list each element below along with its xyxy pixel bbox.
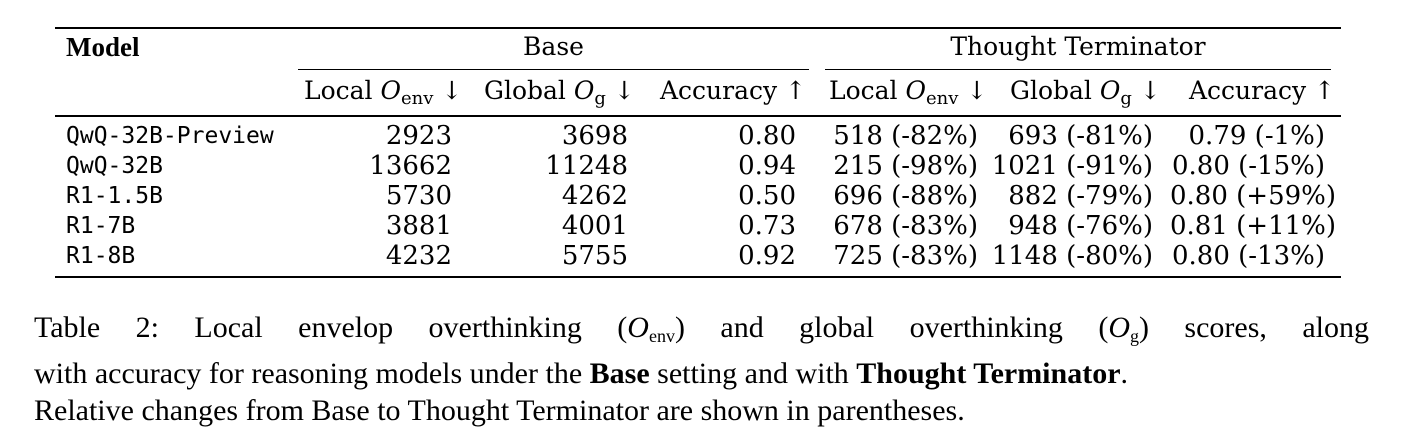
tt-accuracy-cell: 0.79 (-1%) xyxy=(1188,121,1325,151)
tt-accuracy-cell: 0.81 (+11%) xyxy=(1170,211,1337,241)
tt-global-cell: 693 (-81%) xyxy=(1008,121,1153,151)
base-accuracy-cell: 0.94 xyxy=(738,151,796,181)
base-accuracy-cell: 0.50 xyxy=(738,181,796,211)
tt-accuracy-cell: 0.80 (-13%) xyxy=(1171,241,1325,271)
base-local-cell: 5730 xyxy=(385,181,452,211)
base-accuracy-header: Accuracy ↑ xyxy=(660,76,807,105)
tt-global-cell: 1148 (-80%) xyxy=(991,241,1153,271)
base-global-cell: 4262 xyxy=(561,181,628,211)
tt-global-header: Global Og ↓ xyxy=(1010,76,1161,109)
base-local-header: Local Oenv ↓ xyxy=(304,76,463,109)
caption-line-1: Table 2: Local envelop overthinking (Oen… xyxy=(34,311,1369,346)
tt-group-header: Thought Terminator xyxy=(950,32,1206,61)
base-local-cell: 3881 xyxy=(385,211,452,241)
base-global-cell: 5755 xyxy=(561,241,628,271)
tt-local-header: Local Oenv ↓ xyxy=(829,76,988,109)
tt-global-cell: 1021 (-91%) xyxy=(991,151,1153,181)
tt-local-cell: 725 (-83%) xyxy=(833,241,978,271)
tt-accuracy-cell: 0.80 (-15%) xyxy=(1171,151,1325,181)
table-caption: Table 2: Local envelop overthinking (Oen… xyxy=(34,309,1369,429)
base-accuracy-cell: 0.80 xyxy=(738,121,796,151)
bottom-rule xyxy=(55,276,1341,278)
tt-local-cell: 696 (-88%) xyxy=(833,181,978,211)
base-local-cell: 4232 xyxy=(385,241,452,271)
model-header: Model xyxy=(66,32,140,62)
tt-local-cell: 678 (-83%) xyxy=(833,211,978,241)
header-rule xyxy=(55,115,1341,117)
base-local-cell: 2923 xyxy=(385,121,452,151)
tt-global-cell: 948 (-76%) xyxy=(1008,211,1153,241)
base-accuracy-cell: 0.73 xyxy=(738,211,796,241)
base-global-cell: 4001 xyxy=(561,211,628,241)
tt-global-cell: 882 (-79%) xyxy=(1008,181,1153,211)
base-local-cell: 13662 xyxy=(369,151,452,181)
tt-group-rule xyxy=(825,69,1331,70)
model-cell: QwQ-32B xyxy=(66,153,163,179)
tt-accuracy-header: Accuracy ↑ xyxy=(1189,76,1336,105)
base-accuracy-cell: 0.92 xyxy=(738,241,796,271)
caption-line-2: with accuracy for reasoning models under… xyxy=(34,357,1129,390)
base-group-rule xyxy=(298,69,809,70)
model-cell: R1-7B xyxy=(66,213,136,239)
top-rule xyxy=(55,27,1341,29)
caption-line-3: Relative changes from Base to Thought Te… xyxy=(34,394,965,427)
model-cell: R1-8B xyxy=(66,243,136,269)
base-global-cell: 11248 xyxy=(545,151,628,181)
tt-local-cell: 215 (-98%) xyxy=(833,151,978,181)
tt-accuracy-cell: 0.80 (+59%) xyxy=(1170,181,1337,211)
base-group-header: Base xyxy=(523,32,584,61)
base-global-cell: 3698 xyxy=(561,121,628,151)
tt-local-cell: 518 (-82%) xyxy=(833,121,978,151)
base-global-header: Global Og ↓ xyxy=(484,76,635,109)
model-cell: QwQ-32B-Preview xyxy=(66,123,274,149)
model-cell: R1-1.5B xyxy=(66,183,163,209)
